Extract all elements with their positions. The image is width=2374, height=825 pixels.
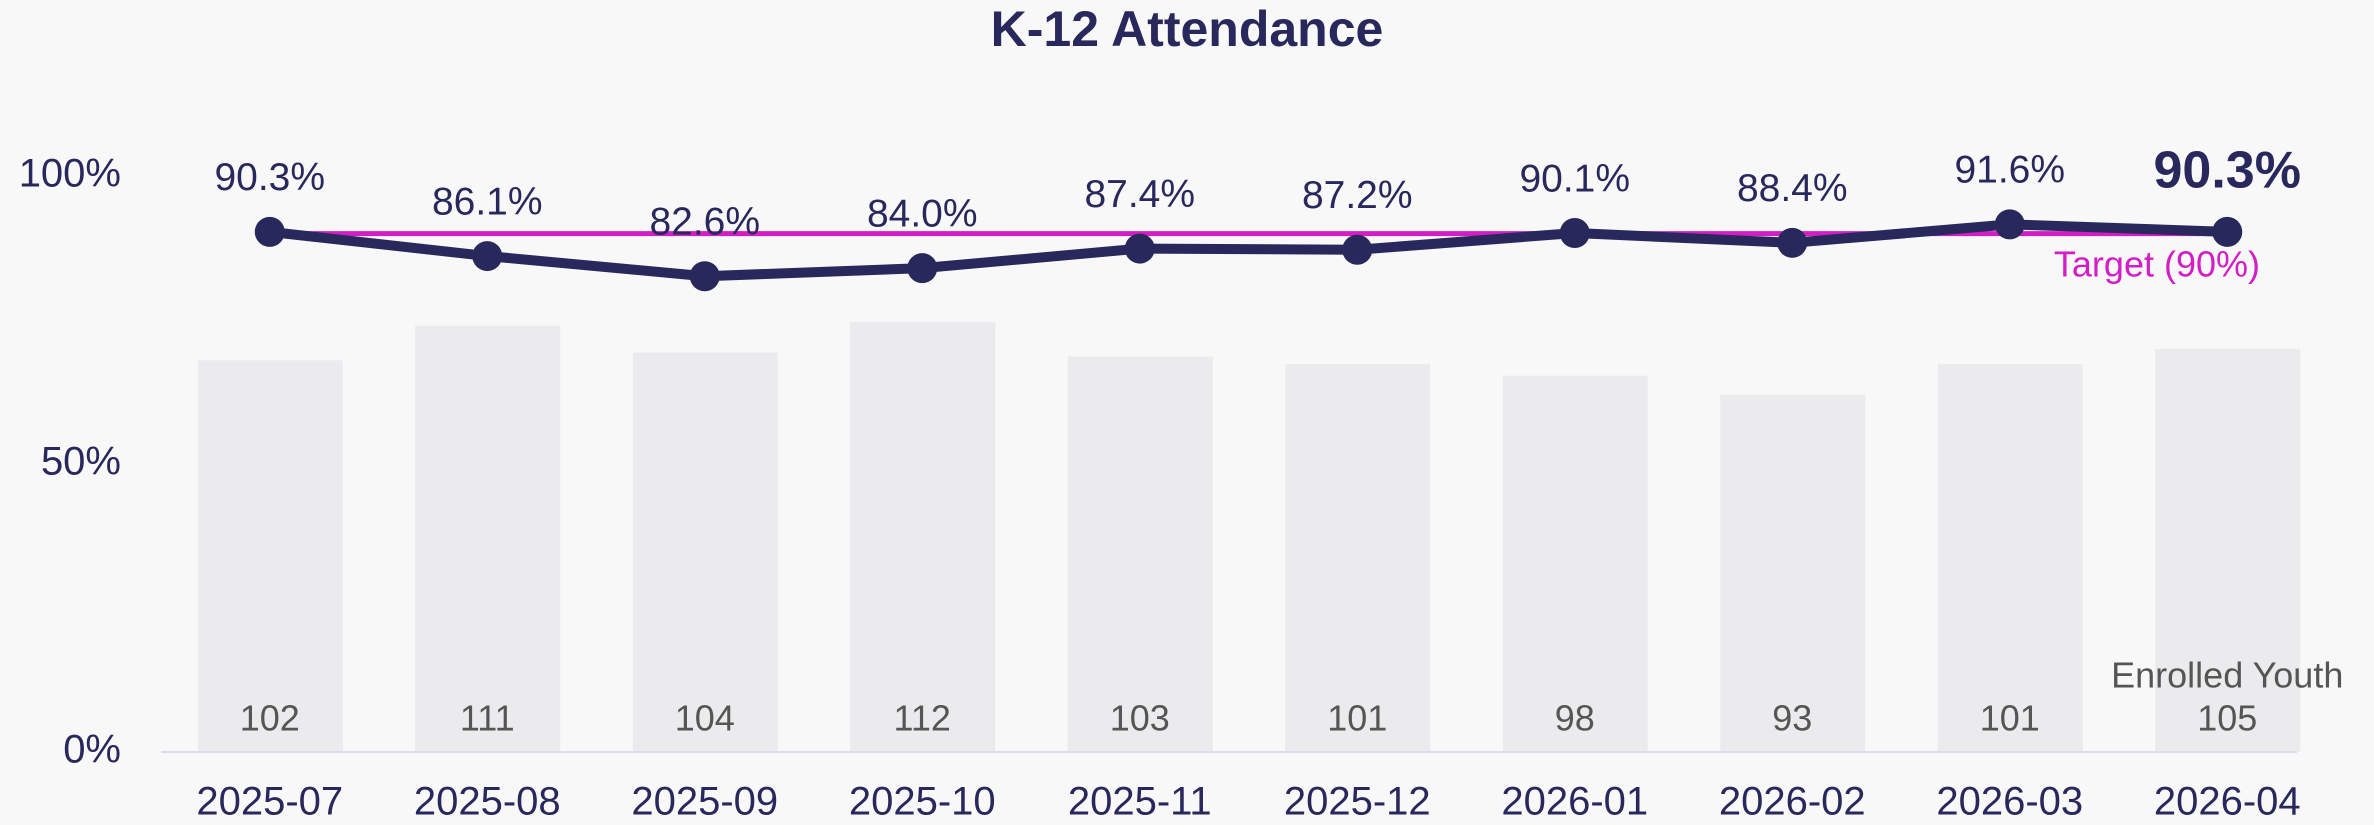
chart-title: K-12 Attendance: [991, 1, 1384, 57]
bar: [1502, 375, 1648, 752]
y-tick-label: 0%: [63, 728, 121, 772]
bar: [1067, 356, 1213, 752]
line: [269, 219, 2228, 282]
bar-label: 98: [1555, 698, 1595, 739]
x-tick-label: 2026-01: [1501, 780, 1648, 824]
bar: [1937, 364, 2083, 752]
point: [254, 216, 285, 247]
legend-label: Enrolled Youth: [2111, 655, 2343, 696]
data-label: 90.3%: [2154, 142, 2301, 200]
x-tick-label: 2025-07: [196, 780, 343, 824]
bar-label: 101: [1980, 698, 2040, 739]
x-tick-label: 2025-08: [414, 780, 561, 824]
data-label: 86.1%: [432, 180, 543, 223]
bar: [415, 325, 561, 752]
y-tick-label: 100%: [19, 152, 121, 196]
point: [472, 241, 503, 272]
bar: [197, 360, 343, 752]
x-tick-label: 2026-04: [2154, 780, 2301, 824]
x-tick-label: 2026-02: [1719, 780, 1866, 824]
bar-label: 103: [1110, 698, 1170, 739]
bar-label: 93: [1772, 698, 1812, 739]
bar-label: 105: [2197, 698, 2257, 739]
x-tick-label: 2026-03: [1936, 780, 2083, 824]
x-tick-label: 2025-11: [1068, 780, 1212, 824]
target-label: Target (90%): [2054, 244, 2260, 285]
data-label: 84.0%: [867, 192, 978, 235]
point: [1124, 233, 1155, 264]
data-label: 90.1%: [1519, 157, 1630, 200]
point: [1559, 218, 1590, 249]
y-tick-label: 50%: [41, 440, 121, 484]
point: [1994, 209, 2025, 240]
point: [2212, 216, 2243, 247]
data-label: 88.4%: [1737, 167, 1848, 210]
bar-label: 111: [460, 698, 515, 739]
bar-label: 102: [240, 698, 300, 739]
bar: [2155, 348, 2301, 752]
data-label: 91.6%: [1954, 149, 2065, 192]
data-label: 82.6%: [649, 201, 760, 244]
bar: [1285, 364, 1431, 752]
bar-label: 104: [675, 698, 735, 739]
bar-label: 112: [894, 698, 951, 739]
bar: [850, 321, 996, 752]
data-label: 87.2%: [1302, 174, 1413, 217]
point: [689, 261, 720, 292]
x-tick-label: 2025-12: [1284, 780, 1431, 824]
x-tick-label: 2025-09: [631, 780, 778, 824]
bar: [1720, 394, 1866, 752]
x-tick-label: 2025-10: [849, 780, 996, 824]
point: [1342, 234, 1373, 265]
bar: [632, 352, 778, 752]
point: [1777, 227, 1808, 258]
point: [907, 253, 938, 284]
bar-label: 101: [1327, 698, 1387, 739]
data-label: 90.3%: [214, 156, 325, 199]
data-label: 87.4%: [1084, 173, 1195, 216]
